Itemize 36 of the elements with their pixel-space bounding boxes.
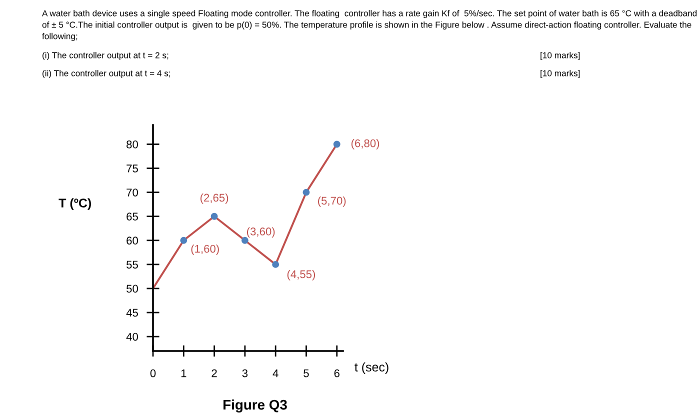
y-tick-label: 45 <box>126 308 138 317</box>
y-tick-label: 75 <box>126 164 138 172</box>
annotation: (1,60) <box>191 244 219 255</box>
x-tick-label: 2 <box>212 369 217 378</box>
text: [10 marks] <box>540 70 580 78</box>
text: A water bath device uses a single speed Floating mode controller. The floating controller has a rate gain Kf of 5%/sec. The set point of water bath is 65 °C with a deadband of ± 5 °C.The initial controller output is given to be p(0) = 50%. The temperature profile is shown in the Figure below . Assume direct-action floating controller. Evaluate the following; <box>42 10 697 41</box>
point <box>210 212 218 220</box>
y-tick-label: 40 <box>126 332 138 341</box>
y-tick-label: 70 <box>126 188 138 196</box>
point <box>272 260 280 268</box>
point <box>241 236 248 244</box>
y-tick-label: 80 <box>126 140 138 148</box>
x-tick-label: 5 <box>304 369 309 378</box>
x-tick-label: 6 <box>334 369 340 378</box>
y-tick-label: 60 <box>126 236 138 245</box>
point <box>180 236 188 244</box>
y-tick-label: 50 <box>126 284 138 293</box>
text: (i) The controller output at t = 2 s; <box>42 52 168 60</box>
x-tick-label: 1 <box>181 369 186 378</box>
x-tick-label: 0 <box>150 369 156 378</box>
text: [10 marks] <box>540 52 580 60</box>
point <box>302 188 310 196</box>
y-tick-label: 55 <box>126 260 138 269</box>
annotation: (5,70) <box>318 196 346 207</box>
y-tick-label: 65 <box>126 212 138 220</box>
x-axis-title: t (sec) <box>354 362 388 374</box>
text: (ii) The controller output at t = 4 s; <box>42 70 170 78</box>
caption: Figure Q3 <box>224 399 287 413</box>
x-tick-label: 4 <box>272 369 278 378</box>
annotation: (2,65) <box>200 194 228 204</box>
annotation: (6,80) <box>351 139 380 150</box>
annotation: (3,60) <box>247 227 275 238</box>
y-axis-title: T (ºC) <box>58 198 91 210</box>
x-tick-label: 3 <box>242 369 248 378</box>
annotation: (4,55) <box>287 270 316 280</box>
point <box>333 140 340 148</box>
